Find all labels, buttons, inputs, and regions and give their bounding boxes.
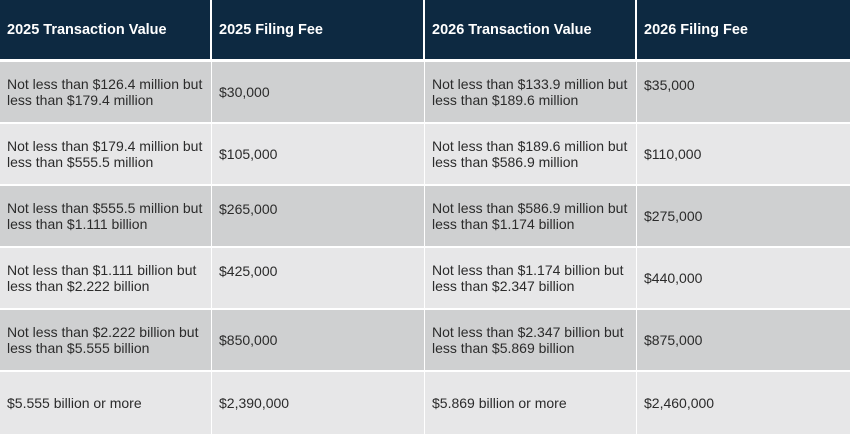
cell-2025-transaction-value: Not less than $179.4 million but less th… (0, 124, 212, 184)
cell-2025-filing-fee: $265,000 (212, 186, 425, 246)
cell-2026-filing-fee: $35,000 (644, 77, 695, 93)
cell-2026-filing-fee: $875,000 (644, 332, 703, 348)
cell-2026-transaction-value: $5.869 billion or more (425, 372, 637, 434)
table-row: Not less than $1.111 billion but less th… (0, 248, 850, 309)
table-header-row: 2025 Transaction Value 2025 Filing Fee 2… (0, 0, 850, 62)
cell-2025-transaction-value: $5.555 billion or more (0, 372, 212, 434)
table-row: Not less than $179.4 million but less th… (0, 124, 850, 185)
cell-2026-filing-fee: $275,000 (644, 208, 703, 224)
cell-2026-transaction-value: Not less than $133.9 million but less th… (425, 62, 637, 122)
cell-2025-transaction-value: Not less than $126.4 million but less th… (0, 62, 212, 122)
cell-2026-transaction-value: Not less than $189.6 million but less th… (425, 124, 637, 184)
cell-2025-filing-fee: $30,000 (212, 62, 425, 122)
cell-2025-filing-fee: $425,000 (212, 248, 425, 308)
cell-2025-filing-fee: $2,390,000 (212, 372, 425, 434)
cell-2026-transaction-value: Not less than $2.347 billion but less th… (425, 310, 637, 370)
header-2026-filing-fee: 2026 Filing Fee (644, 21, 748, 38)
cell-2026-filing-fee: $440,000 (644, 270, 703, 286)
cell-2025-transaction-value: Not less than $555.5 million but less th… (0, 186, 212, 246)
header-2025-transaction-value: 2025 Transaction Value (0, 0, 212, 59)
table-row: Not less than $126.4 million but less th… (0, 62, 850, 123)
header-2025-filing-fee: 2025 Filing Fee (212, 0, 425, 59)
table-row: Not less than $555.5 million but less th… (0, 186, 850, 247)
table-row: $5.555 billion or more $2,390,000 $5.869… (0, 372, 850, 435)
cell-2025-transaction-value: Not less than $2.222 billion but less th… (0, 310, 212, 370)
cell-2025-transaction-value: Not less than $1.111 billion but less th… (0, 248, 212, 308)
cell-2025-filing-fee: $105,000 (212, 124, 425, 184)
cell-2025-filing-fee: $850,000 (212, 310, 425, 370)
cell-2026-transaction-value: Not less than $586.9 million but less th… (425, 186, 637, 246)
table-row: Not less than $2.222 billion but less th… (0, 310, 850, 371)
cell-2026-filing-fee: $110,000 (644, 146, 702, 162)
cell-2026-filing-fee: $2,460,000 (644, 395, 715, 411)
header-2026-transaction-value: 2026 Transaction Value (425, 0, 637, 59)
cell-2026-transaction-value: Not less than $1.174 billion but less th… (425, 248, 637, 308)
